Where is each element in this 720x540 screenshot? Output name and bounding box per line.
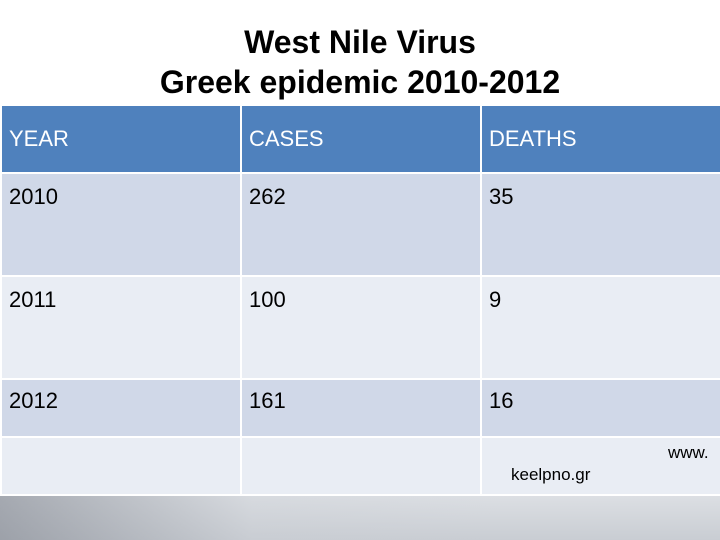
cell-deaths: 9 bbox=[480, 275, 720, 380]
cell-year: 2012 bbox=[0, 378, 242, 438]
source-domain: keelpno.gr bbox=[511, 465, 591, 484]
slide-title: West Nile Virus Greek epidemic 2010-2012 bbox=[0, 22, 720, 102]
header-year: YEAR bbox=[0, 104, 242, 174]
table-row: 2011 100 9 bbox=[0, 275, 720, 380]
table-row-empty bbox=[0, 436, 720, 496]
table-header-row: YEAR CASES DEATHS bbox=[0, 104, 720, 174]
cell-empty bbox=[480, 436, 720, 496]
header-deaths: DEATHS bbox=[480, 104, 720, 174]
epidemic-table: YEAR CASES DEATHS 2010 262 35 2011 100 9… bbox=[0, 104, 720, 496]
cell-deaths: 35 bbox=[480, 172, 720, 277]
table-row: 2012 161 16 bbox=[0, 378, 720, 438]
title-line-1: West Nile Virus bbox=[244, 24, 476, 60]
cell-deaths: 16 bbox=[480, 378, 720, 438]
cell-empty bbox=[240, 436, 482, 496]
header-cases: CASES bbox=[240, 104, 482, 174]
cell-year: 2010 bbox=[0, 172, 242, 277]
source-prefix: www. bbox=[668, 443, 709, 462]
cell-empty bbox=[0, 436, 242, 496]
title-line-2: Greek epidemic 2010-2012 bbox=[159, 64, 561, 100]
cell-cases: 100 bbox=[240, 275, 482, 380]
cell-cases: 161 bbox=[240, 378, 482, 438]
cell-cases: 262 bbox=[240, 172, 482, 277]
cell-year: 2011 bbox=[0, 275, 242, 380]
table-row: 2010 262 35 bbox=[0, 172, 720, 277]
